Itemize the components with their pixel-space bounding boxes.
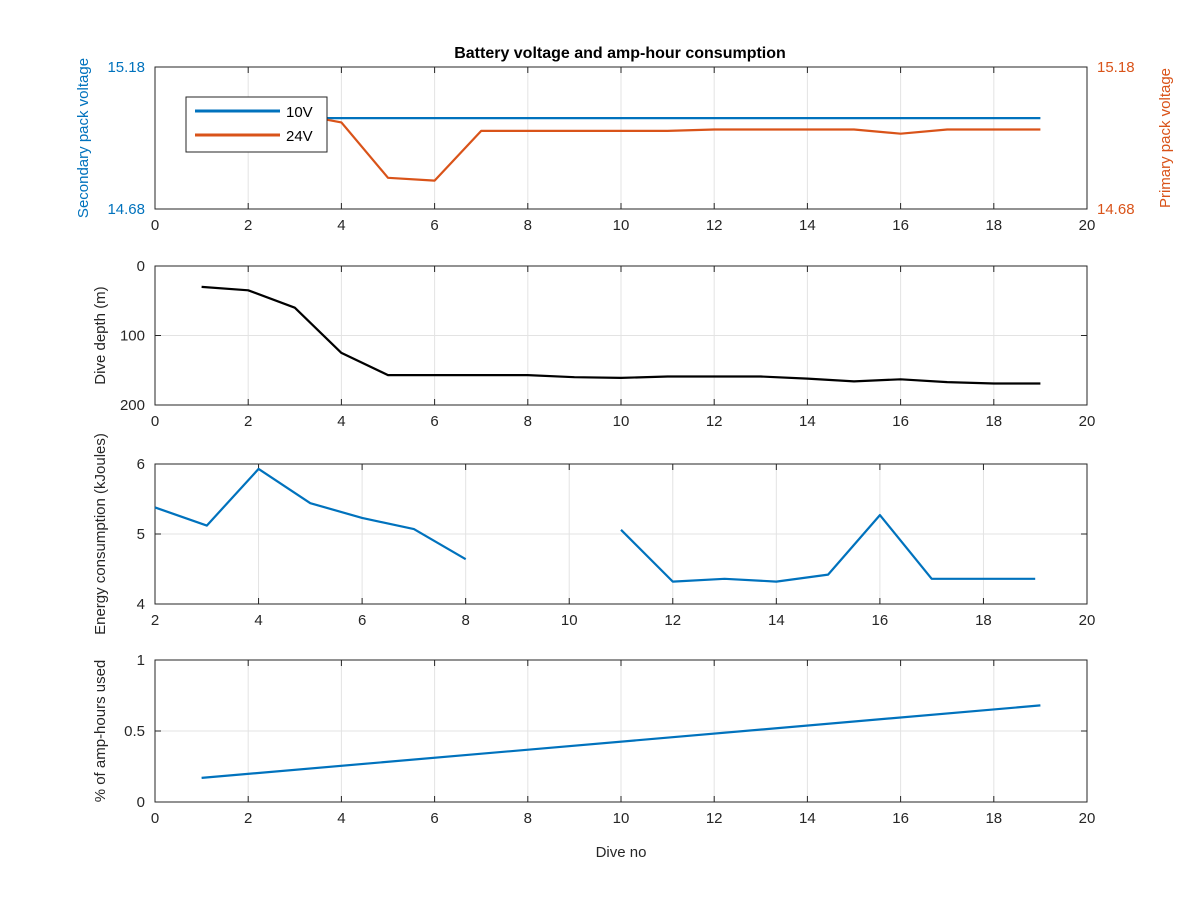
- y-axis-label: Dive depth (m): [92, 286, 109, 384]
- x-tick-label: 10: [561, 612, 578, 629]
- x-tick-label: 12: [706, 217, 723, 234]
- x-tick-label: 12: [706, 413, 723, 430]
- x-tick-label: 16: [892, 413, 909, 430]
- y-tick-label: 200: [120, 397, 145, 414]
- x-tick-label: 0: [151, 413, 159, 430]
- x-tick-label: 10: [613, 413, 630, 430]
- axes-frame: [154, 463, 1088, 605]
- y-right-tick-label: 14.68: [1097, 201, 1135, 218]
- y-tick-label: 0: [137, 794, 145, 811]
- x-tick-label: 10: [613, 217, 630, 234]
- x-tick-label: 2: [244, 413, 252, 430]
- y-tick-label: 6: [137, 456, 145, 473]
- x-tick-label: 6: [358, 612, 366, 629]
- y-tick-label: 1: [137, 652, 145, 669]
- y-tick-label: 4: [137, 596, 145, 613]
- y-tick-label: 15.18: [107, 59, 145, 76]
- x-tick-label: 12: [664, 612, 681, 629]
- panel-1: 0 2 4 6 8 10 12 14 16 18 2014.6815.1814.6815.18Sec…: [75, 58, 1174, 234]
- x-tick-label: 6: [430, 810, 438, 827]
- x-tick-label: 4: [337, 810, 345, 827]
- x-tick-label: 18: [985, 810, 1002, 827]
- chart-title: Battery voltage and amp-hour consumption: [454, 45, 786, 62]
- x-tick-label: 20: [1079, 217, 1096, 234]
- axes-frame: [154, 659, 1088, 803]
- x-axis-label: Dive no: [596, 844, 647, 861]
- legend-box: [185, 96, 328, 153]
- x-tick-label: 6: [430, 413, 438, 430]
- x-tick-label: 16: [892, 217, 909, 234]
- x-tick-label: 14: [799, 810, 816, 827]
- x-tick-label: 0: [151, 810, 159, 827]
- x-tick-label: 8: [524, 217, 532, 234]
- y-right-axis-label: Primary pack voltage: [1157, 68, 1174, 208]
- x-tick-label: 8: [461, 612, 469, 629]
- x-tick-label: 20: [1079, 413, 1096, 430]
- x-tick-label: 2: [244, 217, 252, 234]
- legend-label-10v: 10V: [286, 104, 313, 121]
- y-tick-label: 0: [137, 258, 145, 275]
- y-tick-label: 100: [120, 328, 145, 345]
- legend-label-24v: 24V: [286, 128, 313, 145]
- y-tick-label: 5: [137, 526, 145, 543]
- x-tick-label: 14: [799, 217, 816, 234]
- y-tick-label: 0.5: [124, 723, 145, 740]
- x-tick-label: 8: [524, 413, 532, 430]
- x-tick-label: 2: [151, 612, 159, 629]
- axes-frame: [154, 66, 1088, 210]
- x-tick-label: 20: [1079, 810, 1096, 827]
- y-axis-label: Energy consumption (kJoules): [92, 433, 109, 635]
- x-tick-label: 4: [337, 413, 345, 430]
- x-tick-label: 20: [1079, 612, 1096, 629]
- x-tick-label: 14: [768, 612, 785, 629]
- y-tick-label: 14.68: [107, 201, 145, 218]
- y-axis-label: % of amp-hours used: [92, 660, 109, 803]
- x-tick-label: 8: [524, 810, 532, 827]
- x-tick-label: 0: [151, 217, 159, 234]
- x-tick-label: 16: [872, 612, 889, 629]
- y-axis-label: Secondary pack voltage: [75, 58, 92, 218]
- x-tick-label: 18: [985, 217, 1002, 234]
- x-tick-label: 12: [706, 810, 723, 827]
- x-tick-label: 18: [985, 413, 1002, 430]
- series-line-panel4: [201, 704, 1041, 779]
- series-line-24v: [317, 117, 1041, 182]
- series-line-panel3-seg2: [620, 513, 1036, 583]
- x-tick-label: 14: [799, 413, 816, 430]
- series-line-panel2: [201, 285, 1041, 385]
- x-tick-label: 18: [975, 612, 992, 629]
- x-tick-label: 6: [430, 217, 438, 234]
- x-tick-label: 4: [254, 612, 262, 629]
- panel-4: 0 2 4 6 8 10 12 14 16 18 20 0 0.5 1 % of amp-hours use…: [92, 652, 1095, 861]
- y-right-tick-label: 15.18: [1097, 59, 1135, 76]
- axes-frame: [154, 265, 1088, 406]
- x-tick-label: 4: [337, 217, 345, 234]
- x-tick-label: 16: [892, 810, 909, 827]
- series-line-panel3-seg1: [154, 467, 467, 561]
- x-tick-label: 2: [244, 810, 252, 827]
- x-tick-label: 10: [613, 810, 630, 827]
